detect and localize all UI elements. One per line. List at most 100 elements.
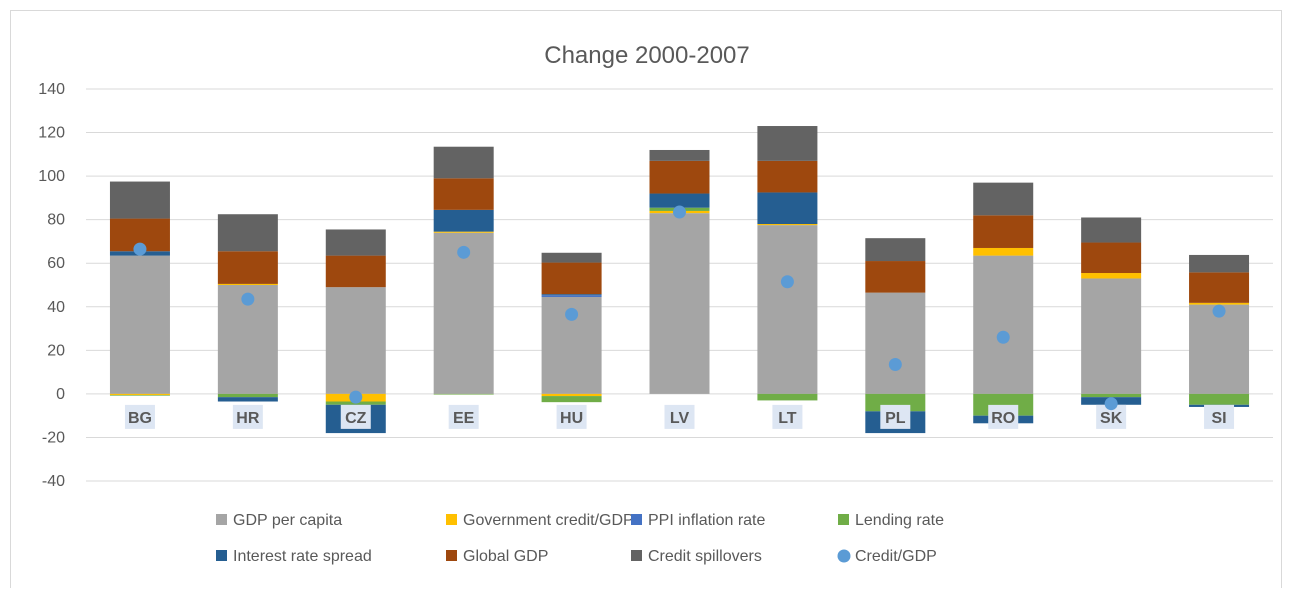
category-label-lt: LT: [778, 410, 797, 427]
bar-global-gdp-lt: [757, 160, 818, 193]
point-credit-gdp-hu: [565, 307, 579, 321]
bar-credit-spillovers-hr: [217, 214, 278, 252]
y-tick-label: 60: [47, 255, 65, 272]
category-label-pl: PL: [885, 410, 906, 427]
category-label-layer: BG HR CZ EE HU LV LT PL RO SK SI: [124, 404, 1235, 429]
category-label-hr: HR: [236, 410, 260, 427]
point-credit-gdp-sk: [1104, 397, 1118, 411]
bar-global-gdp-si: [1189, 272, 1250, 303]
point-credit-gdp-ro: [996, 330, 1010, 344]
bar-credit-spillovers-cz: [325, 229, 386, 256]
point-credit-gdp-si: [1212, 304, 1226, 318]
legend-swatch: [631, 514, 642, 525]
y-tick-label: 80: [47, 212, 65, 229]
bar-global-gdp-sk: [1081, 242, 1142, 274]
legend-item-credit-spillovers: Credit spillovers: [631, 548, 762, 565]
point-credit-gdp-lt: [780, 275, 794, 289]
bar-gdp-per-capita-ee: [433, 232, 494, 394]
point-credit-gdp-hr: [241, 292, 255, 306]
bar-government-credit-gdp-ro: [973, 247, 1034, 256]
chart-svg: Change 2000-2007 -40 -20 0 20 40 60 80 100 120 14…: [38, 42, 1273, 565]
category-label-background: [124, 404, 155, 429]
legend-label: PPI inflation rate: [648, 512, 766, 529]
y-tick-label: 120: [38, 125, 65, 142]
bar-interest-rate-spread-hr: [217, 397, 278, 402]
bar-gdp-per-capita-lv: [649, 213, 710, 394]
bar-gdp-per-capita-cz: [325, 287, 386, 394]
legend-item-lending-rate: Lending rate: [838, 512, 944, 529]
bar-global-gdp-ro: [973, 215, 1034, 248]
legend-swatch: [446, 514, 457, 525]
y-tick-label: 0: [56, 386, 65, 403]
legend-swatch: [446, 550, 457, 561]
bar-global-gdp-hu: [541, 262, 602, 295]
y-tick-label: -20: [42, 429, 65, 446]
bar-lending-rate-ee: [433, 393, 494, 395]
legend: GDP per capita Government credit/GDP PPI i…: [216, 512, 944, 565]
legend-swatch: [216, 514, 227, 525]
bar-government-credit-gdp-si: [1189, 302, 1250, 305]
category-label-background: [340, 404, 371, 429]
bar-lending-rate-hu: [541, 396, 602, 403]
bar-global-gdp-hr: [217, 251, 278, 284]
bar-global-gdp-cz: [325, 255, 386, 288]
legend-label: Credit/GDP: [855, 548, 937, 565]
legend-item-global-gdp: Global GDP: [446, 548, 548, 565]
scatter-layer: [133, 205, 1226, 411]
category-label-bg: BG: [128, 410, 152, 427]
category-label-lv: LV: [670, 410, 690, 427]
bar-credit-spillovers-lt: [757, 126, 818, 161]
chart-title: Change 2000-2007: [544, 42, 750, 69]
legend-item-ppi-inflation-rate: PPI inflation rate: [631, 512, 766, 529]
bar-ppi-inflation-rate-hu: [541, 295, 602, 297]
bar-global-gdp-lv: [649, 160, 710, 194]
bar-lending-rate-hr: [217, 393, 278, 398]
legend-swatch: [216, 550, 227, 561]
legend-swatch: [837, 549, 851, 563]
category-label-hu: HU: [560, 410, 583, 427]
category-label-background: [448, 404, 479, 429]
bar-credit-spillovers-si: [1189, 254, 1250, 273]
category-label-background: [664, 404, 695, 429]
category-label-background: [556, 404, 587, 429]
category-label-background: [880, 404, 911, 429]
legend-item-credit-gdp: Credit/GDP: [837, 548, 937, 565]
bar-government-credit-gdp-bg: [109, 393, 170, 395]
bar-credit-spillovers-bg: [109, 181, 170, 219]
point-credit-gdp-pl: [888, 357, 902, 371]
legend-label: Global GDP: [463, 548, 548, 565]
bar-gdp-per-capita-lt: [757, 225, 818, 394]
point-credit-gdp-lv: [673, 205, 686, 219]
bar-credit-spillovers-ee: [433, 146, 494, 179]
category-label-background: [232, 404, 263, 429]
category-label-background: [772, 404, 803, 429]
y-tick-label: 20: [47, 342, 65, 359]
legend-item-interest-rate-spread: Interest rate spread: [216, 548, 372, 565]
bar-gdp-per-capita-pl: [865, 292, 926, 394]
bar-government-credit-gdp-hr: [217, 283, 278, 285]
y-tick-label: 140: [38, 81, 65, 98]
legend-item-gdp-per-capita: GDP per capita: [216, 512, 342, 529]
bar-government-credit-gdp-ee: [433, 231, 494, 233]
bar-government-credit-gdp-lt: [757, 224, 818, 226]
bar-gdp-per-capita-si: [1189, 304, 1250, 394]
bar-interest-rate-spread-lv: [649, 193, 710, 208]
legend-swatch: [631, 550, 642, 561]
legend-label: GDP per capita: [233, 512, 342, 529]
category-label-background: [988, 404, 1019, 429]
legend-label: Lending rate: [855, 512, 944, 529]
bar-credit-spillovers-lv: [649, 149, 710, 161]
bar-government-credit-gdp-hu: [541, 393, 602, 397]
bar-lending-rate-sk: [1081, 393, 1142, 398]
bar-credit-spillovers-ro: [973, 182, 1034, 216]
category-label-sk: SK: [1100, 410, 1123, 427]
bar-government-credit-gdp-sk: [1081, 273, 1142, 279]
y-tick-label: -40: [42, 473, 65, 490]
category-label-ro: RO: [991, 410, 1015, 427]
bar-lending-rate-bg: [109, 394, 170, 396]
point-credit-gdp-cz: [349, 390, 363, 404]
bar-global-gdp-pl: [865, 261, 926, 293]
bar-lending-rate-lt: [757, 393, 818, 401]
y-tick-label: 100: [38, 168, 65, 185]
category-label-ee: EE: [453, 410, 475, 427]
